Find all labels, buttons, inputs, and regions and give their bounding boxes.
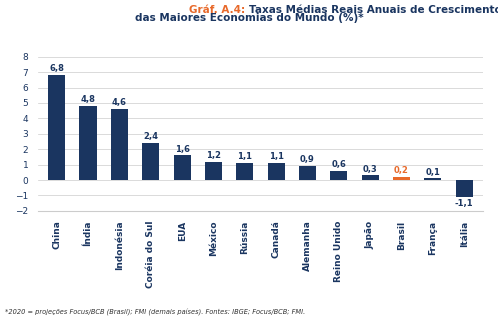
Bar (111, 109, 128, 180)
Text: 0,2: 0,2 (394, 166, 409, 175)
Text: 4,6: 4,6 (112, 98, 127, 107)
Text: 1,1: 1,1 (268, 152, 284, 161)
Text: 0,9: 0,9 (300, 155, 315, 164)
Bar (330, 171, 348, 180)
Text: *2020 = projeções Focus/BCB (Brasil); FMI (demais países). Fontes: IBGE; Focus/B: *2020 = projeções Focus/BCB (Brasil); FM… (5, 309, 305, 316)
Text: 1,2: 1,2 (206, 151, 221, 160)
Bar (299, 166, 316, 180)
Bar (393, 177, 410, 180)
Text: 2,4: 2,4 (143, 132, 158, 141)
Text: Taxas Médias Reais Anuais de Crescimento (2011-2020) do PIB: Taxas Médias Reais Anuais de Crescimento… (249, 5, 498, 15)
Text: das Maiores Economias do Mundo (%)*: das Maiores Economias do Mundo (%)* (134, 13, 364, 23)
Bar (80, 106, 97, 180)
Bar (205, 161, 222, 180)
Text: 1,1: 1,1 (238, 152, 252, 161)
Bar (362, 175, 379, 180)
Bar (142, 143, 159, 180)
Bar (173, 155, 191, 180)
Bar (424, 178, 441, 180)
Text: -1,1: -1,1 (455, 199, 474, 208)
Text: 0,6: 0,6 (331, 160, 346, 169)
Bar (456, 180, 473, 197)
Bar (236, 163, 253, 180)
Text: Gráf. A.4:: Gráf. A.4: (189, 5, 249, 15)
Text: 4,8: 4,8 (81, 95, 96, 104)
Bar (48, 75, 65, 180)
Text: 6,8: 6,8 (49, 64, 64, 73)
Bar (267, 163, 285, 180)
Text: 0,3: 0,3 (363, 165, 377, 174)
Text: 0,1: 0,1 (425, 167, 440, 177)
Text: 1,6: 1,6 (175, 145, 190, 153)
